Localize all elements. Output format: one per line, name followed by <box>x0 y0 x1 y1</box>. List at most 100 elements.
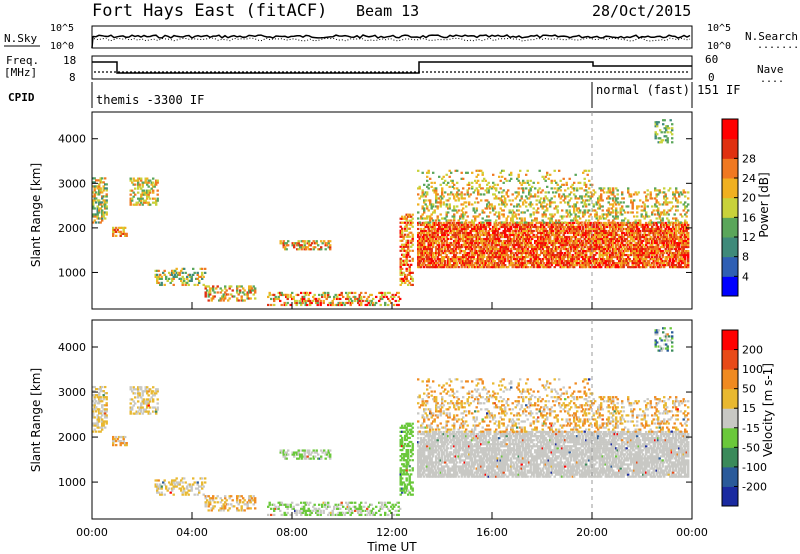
power-cell <box>528 223 531 227</box>
power-cell <box>339 303 342 307</box>
power-cell <box>448 241 451 245</box>
power-cell <box>618 233 621 237</box>
power-cell <box>459 239 462 243</box>
power-cell <box>615 265 618 269</box>
power-cell <box>585 231 588 235</box>
power-cell <box>535 233 538 237</box>
power-cell <box>480 227 483 231</box>
power-cell <box>676 241 679 245</box>
power-cell <box>499 235 502 239</box>
power-cell <box>283 303 286 307</box>
power-cell <box>447 229 450 233</box>
power-cell <box>640 205 643 208</box>
power-cell <box>370 293 373 297</box>
power-cell <box>634 249 637 253</box>
power-cell <box>568 227 571 231</box>
power-cell <box>526 247 529 251</box>
power-cell <box>571 231 574 235</box>
power-cell <box>661 235 664 239</box>
power-cell <box>567 265 570 269</box>
power-cell <box>562 245 565 249</box>
power-cell <box>402 243 405 246</box>
power-cell <box>561 235 564 239</box>
power-cell <box>555 255 558 259</box>
power-cell <box>501 221 504 224</box>
power-cell <box>636 235 639 239</box>
power-cell <box>457 223 460 227</box>
power-cell <box>172 277 175 281</box>
power-cell <box>248 291 251 294</box>
power-cell <box>373 303 376 307</box>
power-cell <box>424 245 427 249</box>
power-cell <box>676 229 679 233</box>
power-cell <box>495 233 498 237</box>
power-cell <box>442 241 445 245</box>
power-cell <box>498 197 501 200</box>
power-cell <box>357 301 360 305</box>
power-cell <box>534 261 537 265</box>
power-cell <box>436 193 439 196</box>
power-cell <box>630 251 633 255</box>
power-cell <box>354 291 357 295</box>
power-cell <box>600 189 603 192</box>
power-cell <box>135 203 138 206</box>
power-cell <box>486 247 489 251</box>
power-cell <box>508 255 511 259</box>
power-cell <box>466 191 469 194</box>
power-cell <box>92 195 95 198</box>
power-cell <box>616 265 619 269</box>
power-cell <box>640 223 643 227</box>
power-cell <box>684 253 687 257</box>
power-cell <box>592 239 595 243</box>
power-cell <box>460 197 463 200</box>
power-cell <box>475 227 478 231</box>
power-cell <box>122 226 125 229</box>
power-cell <box>525 229 528 233</box>
power-cell <box>532 261 535 265</box>
power-cell <box>658 213 661 216</box>
power-cell <box>628 193 631 196</box>
power-cell <box>514 261 517 265</box>
power-cell <box>552 223 555 227</box>
power-cell <box>655 199 658 202</box>
power-cell <box>574 251 577 255</box>
power-cell <box>595 257 598 261</box>
power-cell <box>472 263 475 267</box>
power-cell <box>685 235 688 239</box>
power-cell <box>93 185 96 188</box>
power-cell <box>621 219 624 222</box>
power-cell <box>399 249 402 252</box>
power-cell <box>523 225 526 229</box>
power-cell <box>525 251 528 255</box>
power-cell <box>658 221 661 224</box>
power-cell <box>604 221 607 225</box>
power-cell <box>535 243 538 247</box>
power-cell <box>504 239 507 243</box>
power-cell <box>466 259 469 263</box>
power-cell <box>516 225 519 229</box>
power-cell <box>438 245 441 249</box>
power-cell <box>385 295 388 299</box>
power-cell <box>462 237 465 241</box>
power-cell <box>441 245 444 249</box>
power-cell <box>507 227 510 231</box>
power-cell <box>144 179 147 182</box>
power-cell <box>496 263 499 267</box>
power-cell <box>439 257 442 261</box>
power-cell <box>592 225 595 229</box>
power-cell <box>534 217 537 220</box>
power-cell <box>496 197 499 200</box>
power-cell <box>630 225 633 229</box>
power-cell <box>639 239 642 243</box>
power-cell <box>181 267 184 270</box>
power-cell <box>457 255 460 259</box>
power-cell <box>681 233 684 237</box>
power-cell <box>190 277 193 281</box>
power-cell <box>649 227 652 231</box>
power-cell <box>267 295 270 299</box>
power-cell <box>594 191 597 194</box>
power-cell <box>408 223 411 226</box>
power-cell <box>427 229 430 233</box>
power-cell <box>459 259 462 263</box>
power-cell <box>609 239 612 243</box>
